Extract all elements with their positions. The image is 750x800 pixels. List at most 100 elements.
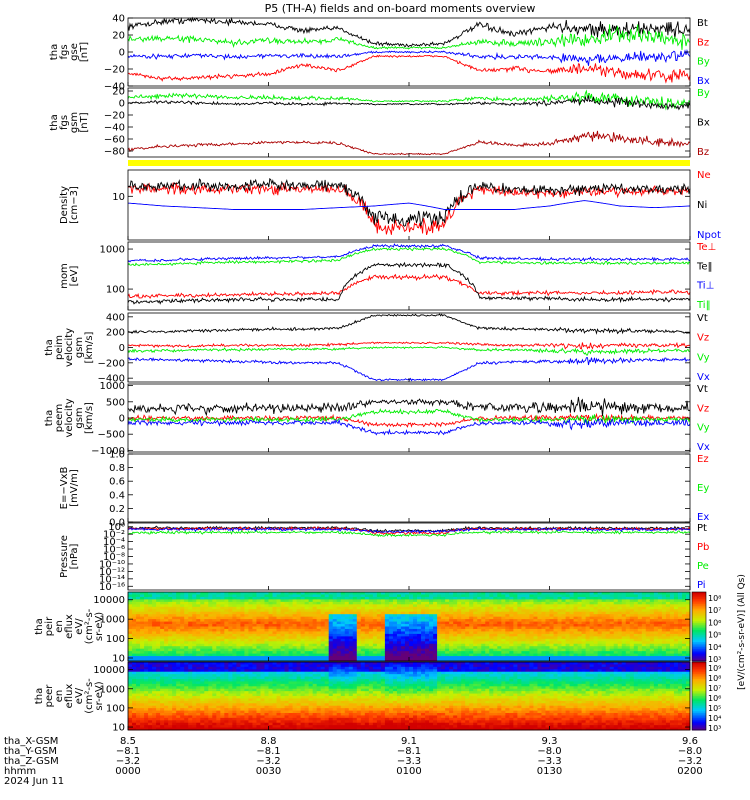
peir_spec-cell: [637, 621, 643, 625]
peir_spec-cell: [457, 631, 462, 635]
peir_spec-cell: [565, 658, 570, 662]
peir_spec-cell: [288, 606, 293, 610]
peir_spec-cell: [669, 653, 675, 657]
peer_spec-cell: [188, 683, 193, 687]
peer_spec-cell: [128, 686, 133, 690]
peir_spec-cell: [625, 592, 631, 595]
peir_spec-cell: [525, 619, 530, 622]
peir_spec-cell: [264, 616, 269, 620]
peir_spec-cell: [200, 594, 205, 598]
peir_spec-cell: [553, 609, 558, 613]
peir_spec-cell: [324, 621, 330, 625]
peir_spec-cell: [356, 631, 362, 635]
peir_spec-cell: [661, 606, 667, 610]
peir_spec-cell: [316, 621, 322, 625]
peir_spec-cell: [661, 609, 667, 613]
peir_spec-cell: [308, 604, 314, 608]
peir_spec-cell: [605, 596, 611, 600]
peir_spec-cell: [605, 658, 611, 662]
peir_spec-cell: [485, 643, 490, 647]
peer_spec-cell: [156, 669, 161, 673]
peir_spec-cell: [356, 624, 362, 627]
peir_spec-cell: [597, 646, 603, 650]
peir_spec-cell: [645, 628, 651, 632]
peir_spec-cell: [661, 628, 667, 632]
peir_spec-cell: [232, 626, 237, 630]
peer_spec-cell: [144, 681, 149, 685]
peir_spec-cell: [433, 656, 438, 659]
peir_spec-cell: [569, 596, 574, 600]
peir_spec-cell: [437, 594, 442, 598]
peer_spec-cell: [212, 674, 217, 677]
peir_spec-cell: [380, 628, 386, 632]
peir_spec-cell: [653, 606, 659, 610]
peir_spec-cell: [296, 658, 302, 662]
peer_spec-cell: [152, 679, 157, 682]
peir_spec-cell: [537, 638, 542, 642]
peir_spec-cell: [537, 606, 542, 610]
peir_spec-cell: [485, 656, 490, 659]
peir_spec-cell: [461, 609, 466, 613]
peir_spec-cell: [380, 601, 386, 605]
peir_spec-cell: [244, 621, 249, 625]
peir_spec-cell: [589, 628, 595, 632]
peir_spec-cell: [244, 636, 249, 640]
peir_spec-cell: [593, 636, 599, 640]
colorbar-step: [692, 657, 706, 660]
peir_spec-cell: [248, 636, 253, 640]
peir_spec-cell: [501, 638, 506, 642]
peir_spec-cell: [204, 621, 209, 625]
peir_spec-cell: [248, 658, 253, 662]
peer_spec-cell: [224, 674, 229, 677]
peir_spec-cell: [409, 604, 414, 608]
peir_spec-cell: [208, 656, 213, 659]
peir_spec-cell: [264, 626, 269, 630]
peir_spec-cell: [593, 594, 599, 598]
peir_spec-cell: [236, 601, 241, 605]
peir_spec-cell: [413, 636, 418, 640]
peir_spec-cell: [196, 651, 201, 654]
peer_spec-cell: [144, 720, 149, 724]
peir_spec-cell: [417, 616, 422, 620]
peir_spec-cell: [384, 626, 390, 630]
peer_spec-cell: [180, 666, 185, 670]
peir_spec-cell: [485, 636, 490, 640]
peir_spec-cell: [376, 611, 382, 615]
peir_spec-cell: [629, 628, 635, 632]
peir_spec-cell: [465, 648, 470, 652]
peir_spec-cell: [128, 624, 133, 627]
peir_spec-cell: [629, 651, 635, 654]
peir_spec-cell: [348, 611, 354, 615]
peer_spec-cell: [132, 688, 137, 692]
peir_spec-cell: [525, 646, 530, 650]
peer_spec-cell: [232, 683, 237, 687]
peir_spec-cell: [360, 614, 366, 618]
peer_spec-cell: [152, 698, 157, 702]
peir_spec-cell: [224, 656, 229, 659]
peir_spec-cell: [441, 646, 446, 650]
peir_spec-cell: [236, 641, 241, 645]
peir_spec-cell: [561, 604, 566, 608]
peir_spec-cell: [489, 614, 494, 618]
peer_spec-cell: [156, 674, 161, 677]
peir_spec-cell: [409, 636, 414, 640]
peir_spec-cell: [449, 636, 454, 640]
peir_spec-cell: [336, 628, 342, 632]
peir_spec-cell: [372, 653, 378, 657]
peem_vel-ylabel-line: gsm: [74, 407, 85, 428]
peir_spec-cell: [236, 619, 241, 622]
peir_spec-cell: [577, 592, 583, 595]
colorbar-step: [692, 604, 706, 607]
peer_spec-cell: [220, 720, 225, 724]
peir_spec-cell: [160, 656, 165, 659]
peir_spec-cell: [224, 651, 229, 654]
peir_spec-cell: [645, 633, 651, 637]
peir_spec-cell: [605, 616, 611, 620]
peir_spec-cell: [196, 592, 201, 595]
peir_spec-cell: [433, 601, 438, 605]
peir_spec-cell: [685, 641, 691, 645]
peir_spec-cell: [657, 609, 663, 613]
peir_spec-cell: [400, 611, 406, 615]
peer_spec-cell: [156, 700, 161, 704]
density-series-2: [127, 200, 690, 210]
